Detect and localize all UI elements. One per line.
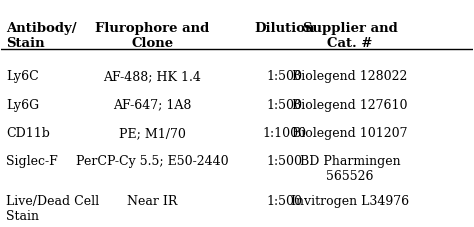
Text: 1:500: 1:500 (266, 155, 302, 168)
Text: Biolegend 101207: Biolegend 101207 (292, 127, 408, 140)
Text: 1:500: 1:500 (266, 99, 302, 112)
Text: BD Pharmingen
565526: BD Pharmingen 565526 (300, 155, 401, 183)
Text: Biolegend 127610: Biolegend 127610 (292, 99, 408, 112)
Text: 1:500: 1:500 (266, 195, 302, 208)
Text: AF-488; HK 1.4: AF-488; HK 1.4 (103, 70, 201, 84)
Text: CD11b: CD11b (6, 127, 50, 140)
Text: AF-647; 1A8: AF-647; 1A8 (113, 99, 191, 112)
Text: 1:500: 1:500 (266, 70, 302, 84)
Text: Dilution: Dilution (254, 22, 314, 35)
Text: Flurophore and
Clone: Flurophore and Clone (95, 22, 210, 50)
Text: PerCP-Cy 5.5; E50-2440: PerCP-Cy 5.5; E50-2440 (76, 155, 228, 168)
Text: Live/Dead Cell
Stain: Live/Dead Cell Stain (6, 195, 99, 223)
Text: Ly6C: Ly6C (6, 70, 39, 84)
Text: Antibody/
Stain: Antibody/ Stain (6, 22, 77, 50)
Text: 1:1000: 1:1000 (262, 127, 306, 140)
Text: Ly6G: Ly6G (6, 99, 39, 112)
Text: Supplier and
Cat. #: Supplier and Cat. # (303, 22, 398, 50)
Text: Near IR: Near IR (127, 195, 177, 208)
Text: PE; M1/70: PE; M1/70 (119, 127, 186, 140)
Text: Invitrogen L34976: Invitrogen L34976 (291, 195, 409, 208)
Text: Biolegend 128022: Biolegend 128022 (292, 70, 408, 84)
Text: Siglec-F: Siglec-F (6, 155, 58, 168)
